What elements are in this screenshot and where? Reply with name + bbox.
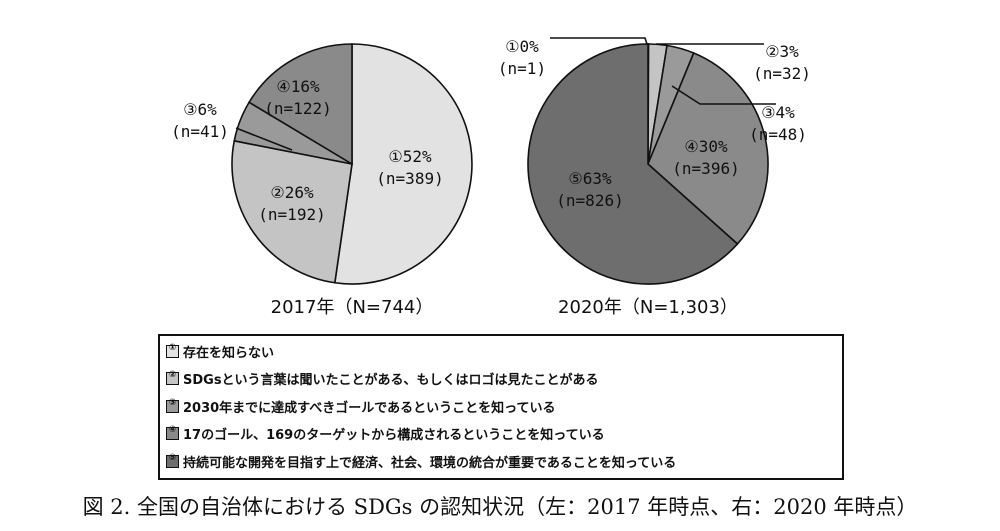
slice-count-label: (n=122): [264, 99, 331, 118]
legend-marker: ④: [168, 425, 177, 435]
legend-item-5: ⑤ 持続可能な開発を目指す上で経済、社会、環境の統合が重要であることを知っている: [166, 450, 676, 472]
legend-item-1: ① 存在を知らない: [166, 340, 274, 362]
legend-marker: ⑤: [168, 452, 177, 463]
legend-item-2: ② SDGsという言葉は聞いたことがある、もしくはロゴは見たことがある: [166, 368, 599, 390]
legend-text: 17のゴール、169のターゲットから構成されるということを知っている: [183, 428, 605, 443]
pie-title: 2017年（N=744）: [271, 297, 434, 318]
legend-swatch: ③: [166, 397, 179, 413]
pie-slice-4: [647, 51, 769, 246]
legend-swatch: ①: [166, 342, 179, 358]
pie-slice-5: [527, 43, 739, 285]
figure-caption: 図 2. 全国の自治体における SDGs の認知状況（左：2017 年時点、右：…: [82, 495, 918, 519]
slice-count-label: (n=41): [171, 122, 229, 141]
slice-percent-label: ④30%: [684, 137, 728, 156]
legend-text: 持続可能な開発を目指す上で経済、社会、環境の統合が重要であることを知っている: [183, 455, 677, 471]
leader-line-3: [235, 127, 293, 151]
slice-percent-label: ⑤63%: [568, 169, 612, 188]
slice-percent-label: ②3%: [765, 42, 799, 61]
slice-count-label: (n=389): [376, 169, 443, 188]
pie-slice-4: [248, 43, 353, 166]
pie-slice-2: [231, 139, 353, 284]
legend-text: 2030年までに達成すべきゴールであるということを知っている: [183, 400, 556, 416]
slice-count-label: (n=396): [672, 159, 739, 178]
pie-chart-2: ①0% (n=1) ②3% (n=32) ③4% (n=48) ④30% (n=396) ⑤63…: [498, 37, 811, 318]
pie-slice-1: [333, 43, 473, 285]
slice-count-label: (n=192): [258, 205, 325, 224]
legend-text: SDGsという言葉は聞いたことがある、もしくはロゴは見たことがある: [183, 373, 599, 388]
slice-percent-label: ②26%: [270, 183, 314, 202]
legend-marker: ②: [168, 370, 177, 380]
slice-count-label: (n=48): [749, 125, 807, 144]
slice-count-label: (n=1): [498, 59, 546, 78]
slice-percent-label: ④16%: [276, 77, 320, 96]
legend-item-3: ③ 2030年までに達成すべきゴールであるということを知っている: [166, 395, 556, 417]
pie-chart-1: ①52% (n=389) ②26% (n=192) ③6% (n=41) ④16% (n=12…: [171, 43, 473, 318]
slice-count-label: (n=32): [753, 64, 811, 83]
legend-text: 存在を知らない: [183, 345, 275, 361]
slice-count-label: (n=826): [556, 191, 623, 210]
legend-marker: ③: [168, 397, 177, 408]
legend: ① 存在を知らない ② SDGsという言葉は聞いたことがある、もしくはロゴは見たことが…: [158, 334, 844, 480]
slice-percent-label: ①52%: [388, 147, 432, 166]
legend-swatch: ②: [166, 370, 179, 385]
leader-line-3: [671, 85, 776, 105]
leader-line-1: [550, 37, 648, 45]
legend-item-4: ④ 17のゴール、169のターゲットから構成されるということを知っている: [166, 423, 605, 445]
slice-percent-label: ①0%: [505, 37, 539, 56]
slice-percent-label: ③4%: [761, 103, 795, 122]
legend-swatch: ④: [166, 425, 179, 440]
slice-percent-label: ③6%: [183, 100, 217, 119]
pie-title: 2020年（N=1,303）: [558, 297, 738, 318]
legend-marker: ①: [168, 342, 177, 353]
legend-swatch: ⑤: [166, 452, 179, 468]
